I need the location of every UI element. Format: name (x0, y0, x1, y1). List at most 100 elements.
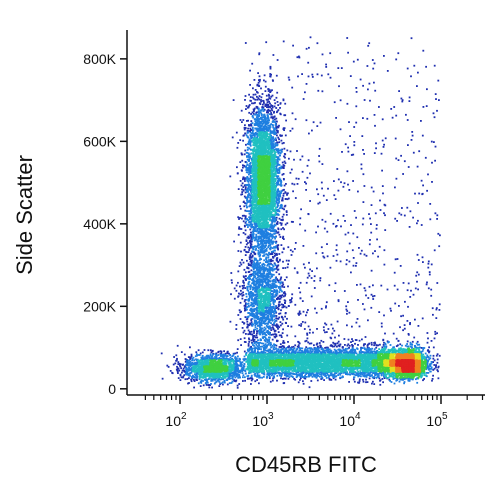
scatter-point (269, 235, 272, 237)
scatter-point (190, 353, 193, 356)
scatter-point (432, 357, 435, 360)
scatter-point (278, 183, 280, 186)
scatter-point (352, 257, 355, 259)
scatter-point (248, 173, 250, 176)
scatter-point (427, 356, 430, 359)
scatter-point (249, 285, 252, 288)
scatter-point (255, 124, 258, 126)
scatter-point (307, 351, 310, 354)
scatter-point (259, 261, 262, 264)
scatter-point (254, 287, 256, 290)
scatter-point (267, 93, 270, 96)
scatter-point (243, 359, 245, 362)
scatter-point (275, 139, 277, 141)
scatter-point (224, 354, 227, 356)
scatter-point (241, 214, 244, 217)
scatter-point (265, 261, 267, 263)
scatter-point (260, 250, 263, 253)
scatter-point (288, 349, 290, 352)
scatter-point (379, 209, 382, 211)
scatter-point (358, 247, 360, 249)
scatter-point (284, 102, 287, 105)
scatter-point (275, 216, 278, 219)
scatter-point (263, 108, 266, 111)
scatter-point (250, 167, 253, 170)
scatter-point (278, 149, 281, 152)
scatter-point (361, 351, 364, 353)
scatter-point (258, 98, 261, 101)
scatter-point (266, 106, 268, 108)
scatter-point (267, 124, 270, 127)
scatter-point (251, 240, 253, 243)
scatter-point (267, 343, 270, 346)
scatter-point (291, 127, 294, 130)
scatter-point (352, 232, 355, 235)
scatter-point (347, 231, 350, 234)
scatter-point (252, 323, 255, 326)
scatter-point (305, 189, 307, 191)
scatter-point (194, 355, 197, 358)
scatter-point (411, 340, 414, 343)
scatter-point (410, 75, 412, 78)
scatter-point (346, 170, 349, 173)
scatter-point (371, 59, 374, 61)
scatter-point (319, 373, 321, 376)
scatter-point (367, 88, 369, 91)
scatter-point (355, 105, 358, 108)
scatter-point (264, 236, 266, 239)
scatter-point (254, 245, 256, 248)
scatter-point (246, 149, 249, 151)
scatter-point (296, 150, 298, 152)
scatter-point (277, 175, 280, 178)
scatter-point (268, 242, 270, 245)
scatter-point (276, 325, 278, 328)
scatter-point (273, 346, 276, 348)
scatter-point (254, 350, 256, 352)
scatter-point (277, 331, 280, 333)
scatter-point (248, 104, 251, 106)
scatter-point (260, 323, 262, 325)
scatter-point (339, 260, 342, 263)
scatter-point (351, 338, 353, 340)
scatter-point (274, 124, 277, 127)
scatter-point (247, 167, 250, 169)
scatter-point (280, 315, 283, 318)
scatter-point (274, 252, 276, 255)
scatter-point (365, 376, 368, 378)
scatter-point (176, 365, 178, 368)
scatter-point (250, 275, 252, 277)
scatter-point (272, 265, 275, 268)
scatter-point (285, 276, 288, 279)
scatter-point (261, 123, 264, 125)
scatter-point (256, 345, 259, 348)
scatter-point (263, 74, 266, 77)
scatter-point (283, 164, 286, 167)
scatter-point (253, 272, 255, 274)
scatter-point (202, 384, 205, 387)
scatter-point (248, 337, 250, 340)
scatter-point (281, 207, 284, 210)
scatter-point (297, 371, 300, 373)
scatter-point (294, 335, 297, 338)
scatter-point (332, 351, 335, 353)
scatter-point (277, 104, 280, 106)
scatter-point (252, 248, 255, 250)
scatter-point (197, 354, 200, 356)
scatter-point (256, 317, 258, 320)
scatter-point (362, 217, 365, 220)
scatter-point (376, 375, 379, 378)
scatter-point (334, 198, 337, 200)
scatter-point (246, 306, 249, 308)
scatter-point (258, 346, 260, 349)
scatter-point (414, 318, 416, 321)
scatter-point (280, 222, 283, 225)
scatter-point (313, 275, 316, 278)
scatter-point (355, 216, 357, 219)
scatter-point (309, 372, 312, 375)
scatter-point (282, 40, 285, 43)
scatter-point (358, 325, 361, 328)
scatter-point (304, 229, 307, 232)
scatter-point (316, 125, 319, 127)
scatter-point (269, 341, 272, 344)
scatter-point (334, 342, 337, 345)
